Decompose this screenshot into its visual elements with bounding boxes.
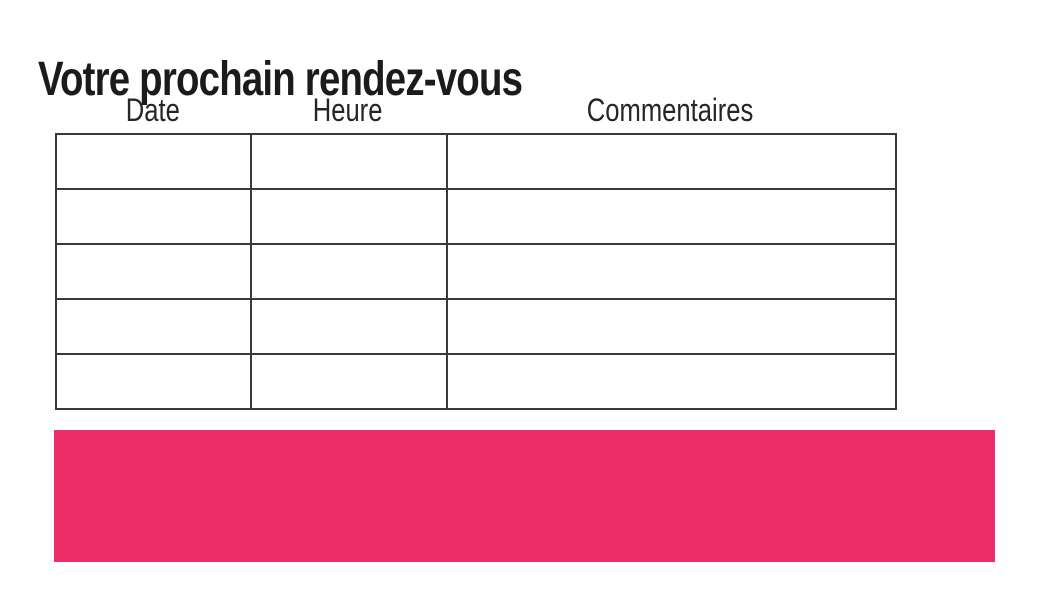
table-row <box>55 133 897 190</box>
table-row <box>55 353 897 410</box>
column-header-heure-label: Heure <box>313 92 383 128</box>
column-header-date: Date <box>55 92 250 126</box>
table-cell-commentaires <box>446 353 897 410</box>
table-cell-heure <box>250 133 448 190</box>
table-cell-heure <box>250 188 448 245</box>
appointments-table <box>55 133 897 410</box>
table-cell-heure <box>250 353 448 410</box>
table-cell-date <box>55 353 252 410</box>
column-header-date-label: Date <box>125 92 180 128</box>
table-cell-date <box>55 133 252 190</box>
table-cell-commentaires <box>446 188 897 245</box>
table-row <box>55 188 897 245</box>
column-header-commentaires: Commentaires <box>446 92 895 126</box>
table-cell-commentaires <box>446 298 897 355</box>
table-cell-date <box>55 188 252 245</box>
table-cell-commentaires <box>446 133 897 190</box>
page-title: Votre prochain rendez-vous <box>38 56 643 104</box>
table-cell-commentaires <box>446 243 897 300</box>
table-cell-heure <box>250 243 448 300</box>
table-header-row: Date Heure Commentaires <box>55 92 895 126</box>
appointments-table-body <box>55 133 897 410</box>
table-cell-heure <box>250 298 448 355</box>
column-header-heure: Heure <box>250 92 446 126</box>
table-cell-date <box>55 298 252 355</box>
table-row <box>55 243 897 300</box>
page-title-text: Votre prochain rendez-vous <box>38 53 523 107</box>
table-cell-date <box>55 243 252 300</box>
column-header-commentaires-label: Commentaires <box>587 92 754 128</box>
table-row <box>55 298 897 355</box>
accent-banner <box>54 430 995 562</box>
